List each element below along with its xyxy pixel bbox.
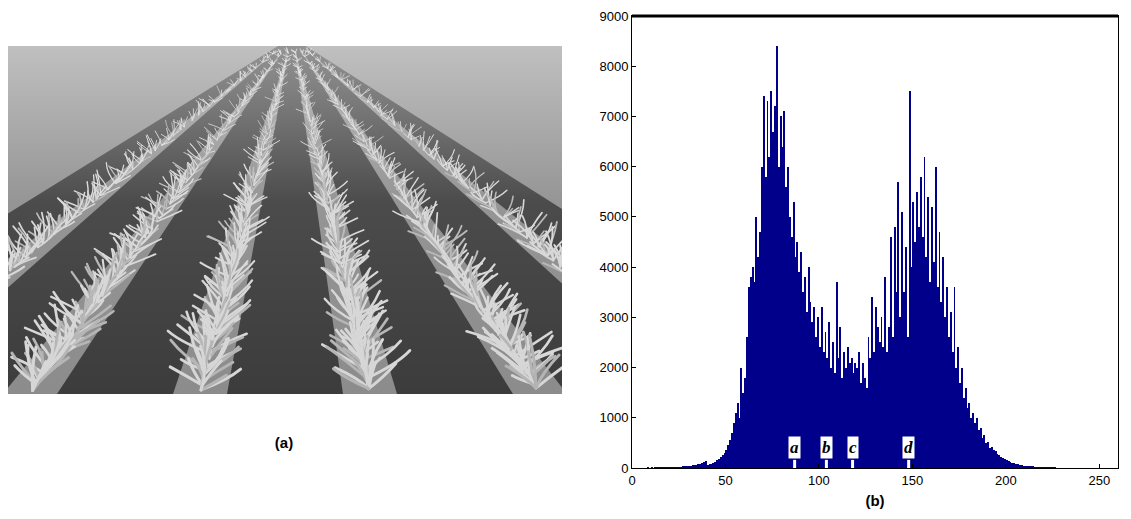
svg-text:d: d (904, 438, 913, 457)
svg-text:0: 0 (621, 461, 628, 476)
svg-text:4000: 4000 (599, 260, 628, 275)
svg-text:(a): (a) (275, 434, 293, 451)
svg-text:1000: 1000 (599, 410, 628, 425)
svg-text:c: c (849, 438, 857, 457)
svg-text:b: b (822, 438, 831, 457)
svg-text:5000: 5000 (599, 209, 628, 224)
svg-text:7000: 7000 (599, 109, 628, 124)
svg-text:150: 150 (902, 473, 924, 488)
svg-text:100: 100 (808, 473, 830, 488)
svg-text:2000: 2000 (599, 360, 628, 375)
svg-text:250: 250 (1088, 473, 1110, 488)
svg-text:200: 200 (995, 473, 1017, 488)
svg-text:3000: 3000 (599, 310, 628, 325)
svg-text:6000: 6000 (599, 159, 628, 174)
svg-text:a: a (790, 438, 799, 457)
svg-text:(b): (b) (865, 492, 884, 509)
svg-text:8000: 8000 (599, 59, 628, 74)
svg-text:9000: 9000 (599, 9, 628, 24)
svg-text:50: 50 (718, 473, 732, 488)
svg-text:0: 0 (628, 473, 635, 488)
